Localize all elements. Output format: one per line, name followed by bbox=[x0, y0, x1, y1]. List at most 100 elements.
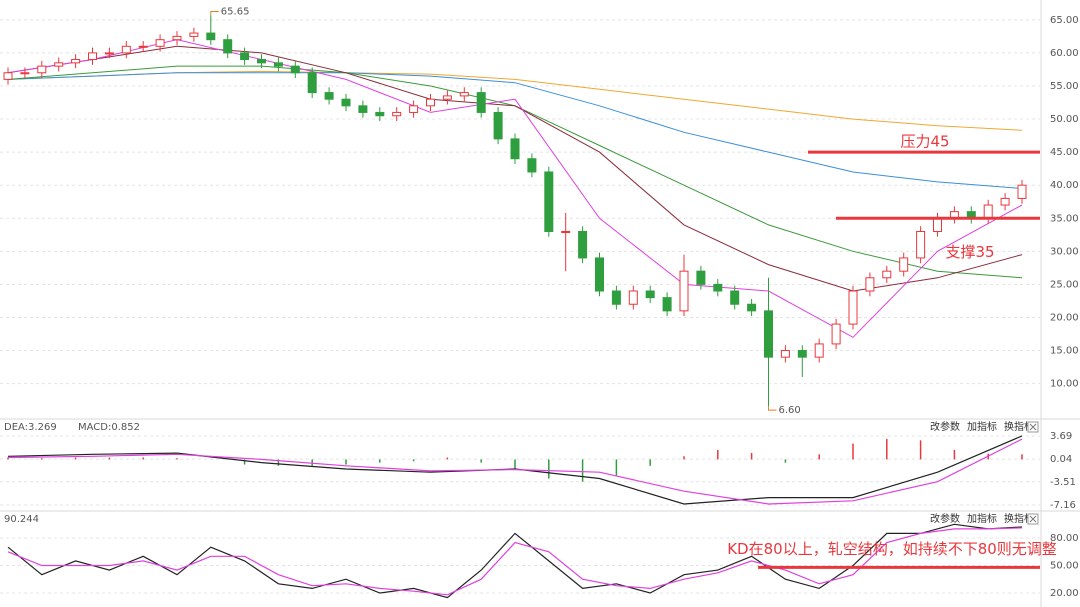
candle-body bbox=[459, 92, 469, 97]
candle-body bbox=[257, 59, 266, 64]
candle-body bbox=[358, 105, 368, 113]
candle-body bbox=[223, 39, 233, 54]
indicator-line bbox=[7, 523, 1023, 599]
level-label: KD在80以上，轧空结构，如持续不下80则无调整 bbox=[727, 540, 1057, 558]
candle-body bbox=[121, 45, 131, 54]
annotation-label: 65.65 bbox=[221, 7, 250, 18]
candle-body bbox=[848, 290, 858, 325]
close-icon bbox=[1029, 515, 1037, 523]
annotation-leader bbox=[210, 11, 219, 16]
candle-body bbox=[206, 32, 216, 41]
candle-body bbox=[426, 98, 435, 107]
y-tick-label: 50.00 bbox=[1050, 561, 1079, 572]
candle-body bbox=[71, 59, 81, 64]
panel-button[interactable]: 加指标 bbox=[967, 512, 997, 525]
candle-body bbox=[865, 277, 875, 292]
candle-body bbox=[493, 111, 503, 140]
indicator-value: 90.244 bbox=[4, 514, 39, 525]
y-tick-label: 80.00 bbox=[1050, 533, 1079, 544]
candle-body bbox=[273, 62, 283, 67]
candle-body bbox=[307, 72, 317, 94]
candle-body bbox=[730, 290, 740, 305]
y-tick-label: 50.00 bbox=[1050, 114, 1079, 125]
panel-button[interactable]: 加指标 bbox=[967, 420, 997, 433]
panel-button[interactable]: 换指标 bbox=[1004, 420, 1034, 433]
annotation-label: 6.60 bbox=[779, 405, 801, 416]
y-tick-label: 65.00 bbox=[1050, 15, 1079, 26]
panel-button[interactable]: 改参数 bbox=[930, 512, 960, 525]
candle-body bbox=[831, 323, 841, 345]
y-tick-label: 20.00 bbox=[1050, 588, 1079, 599]
candle-body bbox=[628, 290, 638, 305]
candle-body bbox=[442, 95, 452, 100]
candle-body bbox=[476, 92, 486, 113]
candle-body bbox=[155, 39, 165, 47]
y-tick-label: 60.00 bbox=[1050, 48, 1079, 59]
candle-body bbox=[679, 270, 689, 312]
y-tick-label: -7.16 bbox=[1050, 500, 1076, 511]
candle-body bbox=[138, 45, 148, 48]
candle-body bbox=[662, 297, 672, 312]
y-tick-label: 45.00 bbox=[1050, 147, 1079, 158]
candle-body bbox=[324, 92, 334, 100]
y-tick-label: 10.00 bbox=[1050, 379, 1079, 390]
y-tick-label: 3.69 bbox=[1050, 431, 1072, 442]
y-tick-label: -3.51 bbox=[1050, 477, 1076, 488]
panel-button[interactable]: 改参数 bbox=[930, 420, 960, 433]
candle-body bbox=[290, 65, 300, 74]
y-tick-label: 40.00 bbox=[1050, 180, 1079, 191]
level-label: 压力45 bbox=[900, 133, 949, 151]
candle-body bbox=[578, 230, 588, 259]
candle-body bbox=[172, 35, 182, 41]
candle-body bbox=[527, 158, 537, 173]
candle-body bbox=[882, 270, 892, 279]
candle-body bbox=[916, 230, 926, 259]
candle-body bbox=[747, 303, 757, 312]
candle-body bbox=[713, 283, 723, 292]
candle-body bbox=[561, 230, 571, 233]
close-icon bbox=[1029, 423, 1037, 431]
level-label: 支撑35 bbox=[945, 243, 994, 261]
y-tick-label: 25.00 bbox=[1050, 279, 1079, 290]
candle-body bbox=[544, 171, 554, 232]
candle-body bbox=[54, 62, 64, 67]
annotation-leader bbox=[768, 406, 777, 411]
candle-body bbox=[37, 65, 47, 74]
candle-body bbox=[764, 310, 773, 358]
indicator-value: DEA:3.269 bbox=[4, 422, 57, 433]
indicator-line bbox=[7, 527, 1023, 596]
candle-body bbox=[3, 72, 13, 80]
candle-body bbox=[797, 350, 807, 358]
indicator-line bbox=[7, 72, 1023, 189]
candle-body bbox=[88, 52, 97, 61]
y-tick-label: 15.00 bbox=[1050, 346, 1079, 357]
candle-body bbox=[189, 32, 199, 37]
candle-body bbox=[645, 290, 655, 299]
y-tick-label: 35.00 bbox=[1050, 213, 1079, 224]
candle-body bbox=[1000, 197, 1010, 206]
y-tick-label: 30.00 bbox=[1050, 246, 1079, 257]
candle-body bbox=[780, 350, 790, 358]
candle-body bbox=[814, 343, 824, 358]
candle-body bbox=[510, 138, 520, 160]
candle-body bbox=[104, 52, 114, 55]
candle-body bbox=[933, 217, 942, 232]
candle-body bbox=[20, 72, 30, 75]
candle-body bbox=[240, 52, 250, 61]
candle-body bbox=[341, 98, 351, 107]
candle-body bbox=[392, 111, 402, 117]
candle-body bbox=[696, 270, 706, 285]
candle-body bbox=[983, 204, 993, 219]
candle-body bbox=[899, 257, 909, 272]
y-tick-label: 0.04 bbox=[1050, 454, 1072, 465]
y-tick-label: 20.00 bbox=[1050, 312, 1079, 323]
candle-body bbox=[611, 290, 621, 305]
panel-button[interactable]: 换指标 bbox=[1004, 512, 1034, 525]
candle-body bbox=[595, 257, 604, 292]
indicator-line bbox=[7, 438, 1023, 505]
candle-body bbox=[409, 105, 419, 113]
candle-body bbox=[375, 111, 385, 117]
candle-body bbox=[1017, 184, 1027, 199]
